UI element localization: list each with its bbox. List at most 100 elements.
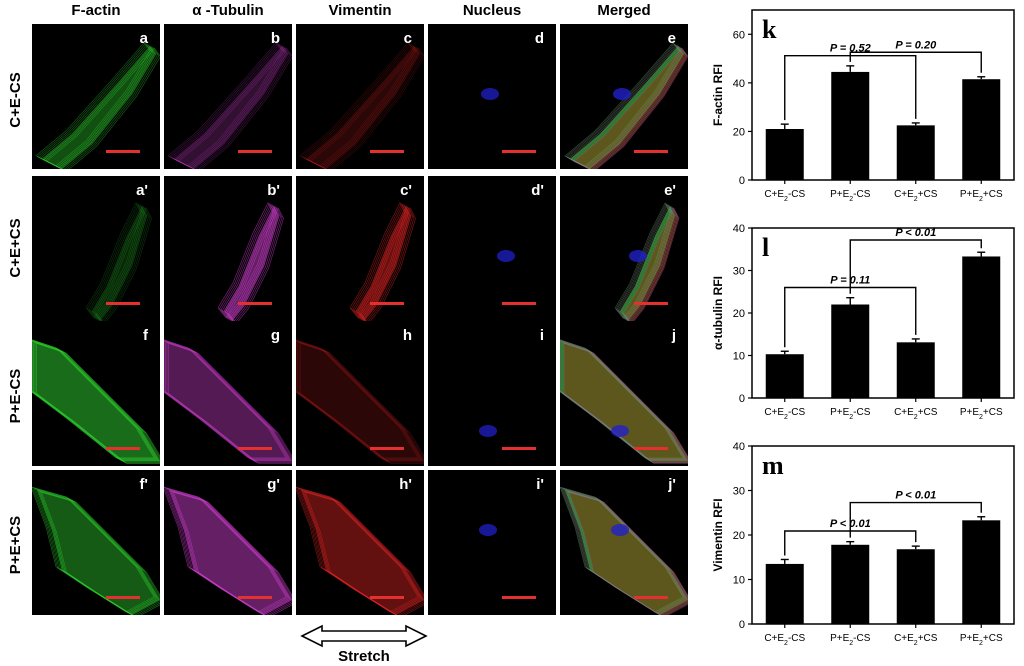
row-label-c-e-minus-cs: C+E-CS [7,72,24,128]
scale-bar [634,150,668,153]
panel-label: f [143,327,148,344]
micrograph-panel: g [164,321,292,466]
panel-label: h [402,327,412,344]
significance-bracket [849,501,982,538]
x-tick-label: C+E2-CS [764,189,805,203]
panel-label: h' [399,476,412,493]
row-label-p-e-plus-cs: P+E+CS [7,515,24,575]
x-tick-label: C+E2+CS [894,633,938,647]
chart-m: 0 10 20 30 40 Vimentin RFI m C+E2-CS P+E2-CS C+E2… [700,440,1020,660]
bar [765,129,804,180]
panel-label: c' [400,182,412,199]
panel-label: d [534,30,544,47]
y-tick-label: 0 [739,175,745,187]
micrograph-panel: h' [296,470,424,615]
scale-bar [634,447,668,450]
micrograph-panel: d' [428,176,556,321]
y-tick-label: 0 [739,393,745,405]
micrograph-panel: c [296,24,424,169]
col-header-f-actin: F-actin [71,2,121,19]
x-tick-label: C+E2+CS [894,407,938,421]
p-value-label: P < 0.01 [895,490,936,502]
bar [896,125,935,180]
y-tick-label: 20 [733,308,745,320]
panel-label: c [403,30,412,47]
micrograph-panel: f [32,321,160,466]
micrograph-panel: e [560,24,688,169]
y-axis-label: Vimentin RFI [711,498,725,571]
row-label-c-e-plus-cs: C+E+CS [7,218,24,278]
panel-label: d' [531,182,544,199]
bar [962,79,1001,180]
y-axis-label: F-actin RFI [711,64,725,126]
scale-bar [106,302,140,305]
scale-bar [370,150,404,153]
chart-panel-letter: l [762,233,769,262]
scale-bar [238,302,272,305]
scale-bar [106,150,140,153]
micrograph-panel: j' [560,470,688,615]
x-tick-label: P+E2-CS [830,189,871,203]
y-tick-label: 0 [739,619,745,631]
scale-bar [238,447,272,450]
col-header-nucleus: Nucleus [462,2,522,19]
x-tick-label: C+E2+CS [894,189,938,203]
micrograph-panel: h [296,321,424,466]
p-value-label: P = 0.20 [895,39,937,51]
bar [831,304,870,398]
y-tick-label: 40 [733,441,745,453]
double-arrow-icon [300,624,428,648]
significance-bracket [849,51,982,73]
y-tick-label: 30 [733,266,745,278]
x-tick-label: P+E2+CS [960,407,1003,421]
panel-label: a' [136,182,148,199]
bar [765,354,804,398]
scale-bar [502,447,536,450]
x-tick-label: P+E2-CS [830,407,871,421]
x-tick-label: P+E2+CS [960,633,1003,647]
scale-bar [502,150,536,153]
scale-bar [106,596,140,599]
scale-bar [502,596,536,599]
bar [896,549,935,624]
scale-bar [502,302,536,305]
panel-label: e' [664,182,676,199]
chart-k: 0 20 40 60 F-actin RFI k C+E2-CS P+E2-CS C+E2+CS… [700,4,1020,216]
panel-label: b' [267,182,280,199]
scale-bar [634,596,668,599]
micrograph-panel: i' [428,470,556,615]
y-tick-label: 20 [733,126,745,138]
bar [962,256,1001,398]
micrograph-panel: a [32,24,160,169]
y-tick-label: 30 [733,486,745,498]
micrograph-panel: e' [560,176,688,321]
panel-label: e [667,30,676,47]
scale-bar [238,596,272,599]
y-axis-label: α-tubulin RFI [711,276,725,350]
y-tick-label: 10 [733,575,745,587]
scale-bar [106,447,140,450]
panel-label: a [139,30,148,47]
scale-bar [370,447,404,450]
panel-label: j [671,327,676,344]
micrograph-panel: b [164,24,292,169]
bar [831,544,870,624]
micrograph-panel: d [428,24,556,169]
micrograph-panel: j [560,321,688,466]
micrograph-panel: a' [32,176,160,321]
y-tick-label: 20 [733,530,745,542]
y-tick-label: 10 [733,351,745,363]
row-label-p-e-minus-cs: P+E-CS [7,368,24,424]
panel-label: g' [267,476,280,493]
scale-bar [634,302,668,305]
bar [896,342,935,398]
scale-bar [370,302,404,305]
stretch-indicator: Stretch [300,624,428,666]
micrograph-panel: f' [32,470,160,615]
chart-panel-letter: m [762,451,784,480]
chart-panel-letter: k [762,15,777,44]
stretch-label: Stretch [338,648,390,665]
scale-bar [238,150,272,153]
chart-l: 0 10 20 30 40 α-tubulin RFI l C+E2-CS P+E2-CS C+E… [700,222,1020,434]
panel-label: g [270,327,280,344]
